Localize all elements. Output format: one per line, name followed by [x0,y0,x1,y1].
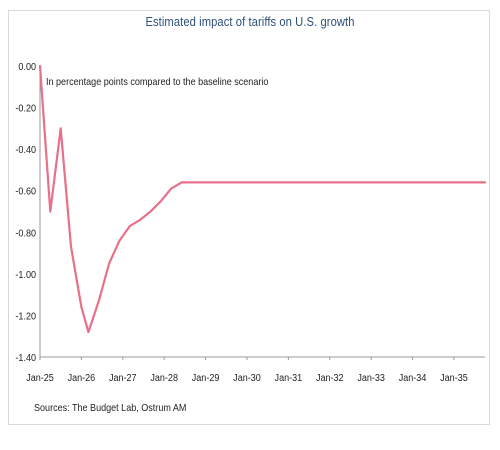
y-tick-label: -1.40 [15,352,36,364]
y-tick-label: -0.80 [15,228,36,240]
chart-frame [8,10,490,425]
x-tick-label: Jan-34 [399,372,427,384]
y-tick-labels: 0.00 -0.20 -0.40 -0.60 -0.80 -1.00 -1.20 -1.40 [15,61,36,364]
y-tick-label: -0.60 [15,186,36,198]
x-tick-label: Jan-32 [316,372,344,384]
y-tick-label: -1.00 [15,269,36,281]
x-tick-labels: Jan-25 Jan-26 Jan-27 Jan-28 Jan-29 Jan-30 Jan-… [26,372,468,384]
source-note: Sources: The Budget Lab, Ostrum AM [34,402,187,414]
x-tick-label: Jan-29 [192,372,220,384]
x-tick-label: Jan-27 [109,372,137,384]
x-tick-label: Jan-26 [68,372,96,384]
series-line [38,64,487,334]
x-tick-label: Jan-30 [233,372,261,384]
x-tick-label: Jan-28 [150,372,178,384]
axes [39,66,485,360]
chart-subtitle: In percentage points compared to the bas… [46,76,269,88]
x-tick-label: Jan-31 [275,372,303,384]
y-tick-label: -0.20 [15,103,36,115]
y-tick-label: -1.20 [15,311,36,323]
y-tick-label: 0.00 [18,61,36,73]
y-tick-label: -0.40 [15,145,36,157]
x-tick-label: Jan-25 [26,372,54,384]
x-tick-label: Jan-35 [440,372,468,384]
x-tick-label: Jan-33 [357,372,385,384]
chart-title: Estimated impact of tariffs on U.S. grow… [145,14,355,29]
series-layer [38,64,487,334]
